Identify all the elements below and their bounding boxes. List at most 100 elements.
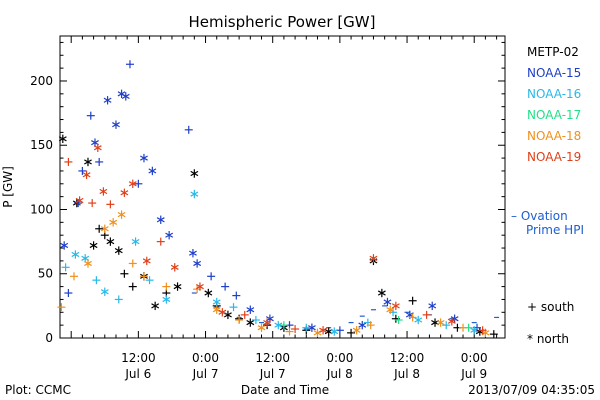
data-point <box>109 218 118 227</box>
data-point <box>131 237 140 246</box>
data-point <box>235 316 244 325</box>
data-point <box>431 318 439 327</box>
data-point <box>221 282 230 291</box>
data-point <box>61 263 70 272</box>
ovation-hpi-series <box>191 292 500 330</box>
data-point <box>436 318 445 327</box>
data-point <box>274 320 283 330</box>
data-point <box>414 315 423 325</box>
data-point <box>128 259 137 268</box>
x-tick-label-time: 12:00 <box>121 351 156 365</box>
data-point <box>478 326 487 335</box>
data-point <box>307 323 316 332</box>
data-point <box>64 289 73 298</box>
data-point <box>162 282 171 291</box>
legend: METP-02 NOAA-15 NOAA-16 NOAA-17 NOAA-18 NOAA-… <box>511 45 584 346</box>
y-tick-label: 100 <box>30 202 53 216</box>
legend-noaa-19: NOAA-19 <box>527 150 581 164</box>
y-axis-label: P [GW] <box>1 166 15 208</box>
data-point <box>74 199 83 208</box>
y-tick-label: 150 <box>30 138 53 152</box>
data-point <box>377 288 386 298</box>
legend-noaa-18: NOAA-18 <box>527 129 581 143</box>
data-point <box>100 287 109 296</box>
data-point <box>86 111 95 120</box>
y-tick-label: 0 <box>45 331 53 345</box>
plot-frame <box>59 35 506 339</box>
data-point <box>193 259 202 268</box>
data-point <box>489 330 498 339</box>
data-point <box>246 305 255 314</box>
data-point <box>470 326 479 335</box>
data-point <box>145 276 154 285</box>
data-point <box>88 199 97 208</box>
x-tick-label-date: Jul 8 <box>393 367 420 381</box>
data-point <box>422 310 431 319</box>
data-point <box>204 288 213 298</box>
x-tick-label-time: 12:00 <box>255 351 290 365</box>
data-point <box>103 96 112 105</box>
plot-timestamp: 2013/07/09 04:35:05 <box>468 383 595 397</box>
data-point <box>366 321 375 330</box>
data-point <box>347 328 356 337</box>
legend-metp-02: METP-02 <box>527 45 579 59</box>
legend-ovation: Prime HPI <box>526 223 584 237</box>
y-tick-label: 200 <box>30 74 53 88</box>
data-point <box>352 326 361 335</box>
x-tick-label-time: 0:00 <box>326 351 353 365</box>
data-point <box>229 303 238 312</box>
data-point <box>212 297 221 307</box>
data-point <box>190 189 199 199</box>
legend-noaa-17: NOAA-17 <box>527 108 581 122</box>
legend-noaa-15: NOAA-15 <box>527 66 581 80</box>
data-point <box>95 157 104 166</box>
data-point <box>99 187 108 196</box>
legend-north: * north <box>527 332 569 346</box>
data-point <box>148 166 157 176</box>
data-point <box>120 269 129 278</box>
data-point <box>408 313 417 322</box>
data-point <box>251 316 260 325</box>
series-noaa-16 <box>61 189 479 336</box>
x-tick-label-date: Jul 7 <box>259 367 286 381</box>
satellite-points <box>57 60 498 339</box>
data-point <box>140 153 148 163</box>
data-point <box>128 179 137 188</box>
data-point <box>263 318 272 327</box>
series-noaa-17 <box>279 316 473 332</box>
data-point <box>125 60 134 69</box>
data-point <box>218 308 227 317</box>
data-point <box>114 295 123 304</box>
legend-ovation: – Ovation <box>511 209 568 223</box>
data-point <box>57 303 66 312</box>
data-point <box>189 248 197 258</box>
data-point <box>190 169 199 178</box>
x-tick-label-date: Jul 9 <box>460 367 487 381</box>
x-tick-label-date: Jul 6 <box>124 367 151 381</box>
data-point <box>60 241 69 250</box>
data-point <box>71 250 80 259</box>
data-point <box>232 291 241 300</box>
data-point <box>142 256 151 266</box>
legend-south: + south <box>527 300 574 314</box>
data-point <box>383 297 392 307</box>
data-point <box>117 210 126 219</box>
data-point <box>165 230 174 240</box>
data-point <box>84 259 92 268</box>
data-point <box>173 282 182 291</box>
data-point <box>240 310 249 319</box>
chart-title: Hemispheric Power [GW] <box>189 13 376 31</box>
data-point <box>223 310 232 320</box>
data-point <box>391 301 400 311</box>
data-point <box>394 316 403 325</box>
plot-credit: Plot: CCMC <box>5 383 71 397</box>
x-tick-label-time: 0:00 <box>192 351 219 365</box>
data-point <box>78 166 87 175</box>
data-point <box>330 327 339 336</box>
data-point <box>92 276 101 285</box>
data-point <box>128 282 137 291</box>
data-point <box>442 321 451 330</box>
x-tick-label-date: Jul 8 <box>326 367 353 381</box>
x-tick-label-time: 0:00 <box>461 351 488 365</box>
